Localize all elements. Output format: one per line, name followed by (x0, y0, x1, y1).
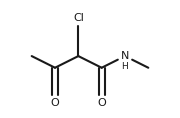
Text: N: N (121, 51, 129, 61)
Text: Cl: Cl (73, 13, 84, 23)
Text: H: H (122, 62, 128, 71)
Text: O: O (97, 98, 106, 108)
Text: O: O (51, 98, 59, 108)
